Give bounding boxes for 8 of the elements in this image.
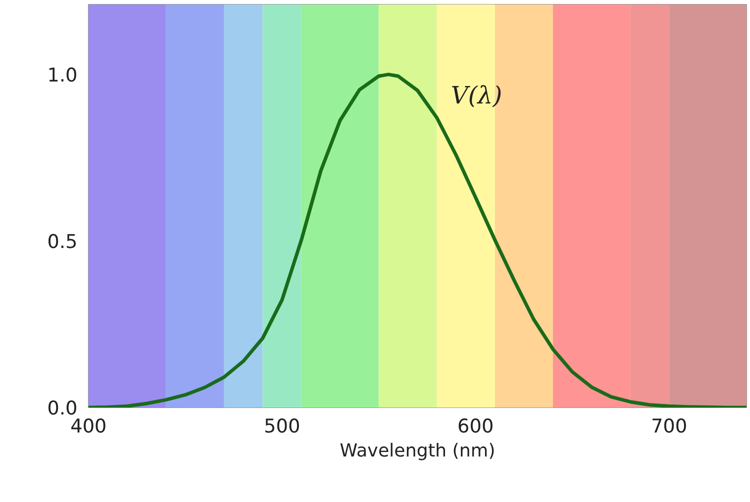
x-tick-label: 600 [457,416,494,438]
x-axis-title: Wavelength (nm) [340,440,496,462]
x-tick-label: 700 [650,416,688,438]
line-series [88,72,746,408]
y-tick-label: 1.0 [47,64,78,86]
series-label: V(λ) [450,82,502,110]
x-tick-label: 500 [264,416,300,438]
y-tick-label: 0.5 [47,230,78,253]
